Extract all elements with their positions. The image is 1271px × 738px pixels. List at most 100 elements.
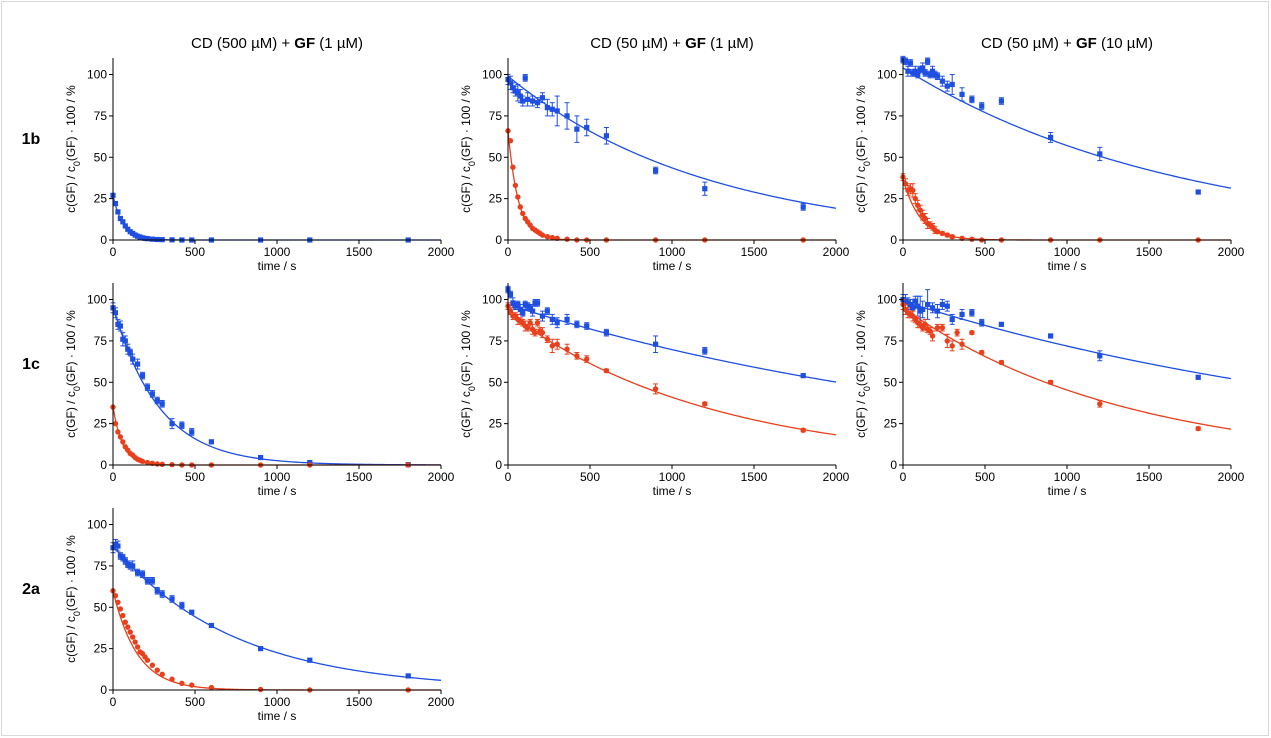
data-point xyxy=(554,341,560,347)
y-tick-label: 0 xyxy=(100,233,107,247)
x-tick-label: 1500 xyxy=(1136,245,1163,259)
data-point xyxy=(949,316,955,322)
x-tick-label: 1500 xyxy=(1136,470,1163,484)
data-point xyxy=(258,454,264,461)
data-point xyxy=(902,58,909,64)
data-point xyxy=(998,359,1005,366)
data-point xyxy=(525,96,531,102)
data-point xyxy=(134,644,141,650)
y-tick-label: 75 xyxy=(489,334,503,348)
data-point xyxy=(189,429,195,435)
x-tick-label: 1000 xyxy=(659,470,686,484)
data-point xyxy=(208,622,214,629)
data-point xyxy=(135,569,141,576)
data-point xyxy=(969,96,975,102)
data-point xyxy=(507,138,514,144)
data-point xyxy=(120,439,126,445)
data-point xyxy=(1097,151,1103,157)
x-tick-label: 500 xyxy=(975,470,995,484)
y-axis-label: c(GF) / c0(GF) · 100 / % xyxy=(64,535,82,663)
data-point xyxy=(544,105,550,111)
data-point xyxy=(517,204,523,210)
y-tick-label: 75 xyxy=(884,109,898,123)
data-point xyxy=(929,305,936,311)
data-point xyxy=(189,609,195,615)
data-point xyxy=(702,186,708,192)
plot-panel: 0 500 1000 1500 2000 0 25 50 75 100 time / s c(GF) … xyxy=(854,55,1245,273)
data-point xyxy=(652,386,659,392)
data-point xyxy=(258,646,264,652)
x-tick-label: 500 xyxy=(185,695,205,709)
data-point xyxy=(117,215,123,222)
fit-curve xyxy=(902,67,1232,189)
data-point xyxy=(564,113,570,119)
x-tick-label: 0 xyxy=(505,470,512,484)
data-point xyxy=(149,391,155,397)
data-point xyxy=(939,78,945,84)
y-tick-label: 75 xyxy=(94,109,108,123)
plot-panel: 0 500 1000 1500 2000 0 25 50 75 100 time / s c(GF) … xyxy=(459,283,850,498)
data-point xyxy=(1097,353,1103,359)
row-label: 2a xyxy=(22,581,40,598)
data-point xyxy=(603,367,610,374)
data-point xyxy=(112,420,119,427)
data-point xyxy=(979,320,985,326)
data-point xyxy=(115,599,121,606)
data-point xyxy=(510,164,516,170)
data-point xyxy=(603,133,609,139)
x-tick-label: 2000 xyxy=(823,245,850,259)
y-tick-label: 100 xyxy=(87,68,107,82)
data-point xyxy=(927,71,933,78)
data-point xyxy=(117,323,123,329)
data-point xyxy=(944,338,950,344)
data-point xyxy=(944,83,950,89)
data-point xyxy=(179,603,185,609)
x-tick-label: 2000 xyxy=(428,245,455,259)
data-point xyxy=(574,126,580,132)
data-point xyxy=(179,422,185,428)
fit-curve xyxy=(507,312,837,436)
data-point xyxy=(112,592,119,599)
data-point xyxy=(949,343,955,349)
x-tick-label: 500 xyxy=(185,245,205,259)
data-point xyxy=(132,639,138,645)
data-point xyxy=(544,308,550,314)
plot-panel: 0 500 1000 1500 2000 0 25 50 75 100 time / s c(GF) … xyxy=(64,58,455,273)
x-tick-label: 1000 xyxy=(264,470,291,484)
data-point xyxy=(920,65,926,71)
x-tick-label: 1500 xyxy=(741,470,768,484)
y-axis-label: c(GF) / c0(GF) · 100 / % xyxy=(854,85,872,213)
data-point xyxy=(554,320,560,326)
y-tick-label: 50 xyxy=(94,375,108,389)
data-point xyxy=(139,458,146,465)
data-point xyxy=(122,619,128,625)
x-tick-label: 1000 xyxy=(1054,245,1081,259)
data-point xyxy=(969,329,975,336)
data-point xyxy=(939,324,946,331)
x-tick-label: 2000 xyxy=(1218,245,1245,259)
data-point xyxy=(907,60,913,66)
data-point xyxy=(1048,134,1054,141)
data-point xyxy=(564,346,570,352)
y-tick-label: 25 xyxy=(884,417,898,431)
column-title: CD (50 µM) + GF (1 µM) xyxy=(590,35,754,52)
y-tick-label: 100 xyxy=(482,293,502,307)
x-tick-label: 1500 xyxy=(346,695,373,709)
fit-curve xyxy=(507,75,837,209)
y-axis-label: c(GF) / c0(GF) · 100 / % xyxy=(459,85,477,213)
data-point xyxy=(149,578,155,584)
data-point xyxy=(939,301,945,308)
data-point xyxy=(702,401,708,407)
data-point xyxy=(934,229,941,235)
data-point xyxy=(129,634,136,640)
x-tick-label: 1500 xyxy=(741,245,768,259)
y-tick-label: 100 xyxy=(877,68,897,82)
data-point xyxy=(603,330,609,336)
x-tick-label: 0 xyxy=(900,245,907,259)
data-point xyxy=(522,75,528,81)
data-point xyxy=(564,236,570,242)
y-tick-label: 50 xyxy=(884,375,898,389)
data-point xyxy=(208,684,215,691)
data-point xyxy=(530,98,536,104)
